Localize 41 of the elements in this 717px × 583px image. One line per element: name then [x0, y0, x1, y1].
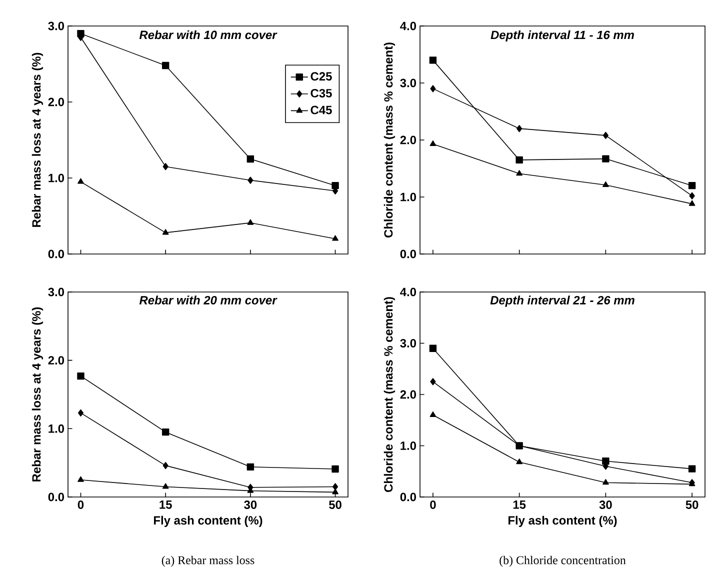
- y-tick-label: 4.0: [400, 288, 416, 296]
- legend-label: C45: [310, 106, 332, 114]
- y-axis-title: Rebar mass loss at 4 years (%): [32, 52, 44, 227]
- text: (a) Rebar mass loss: [162, 556, 254, 567]
- y-tick-label: 2.0: [48, 98, 64, 106]
- x-tick-label: 15: [160, 500, 172, 509]
- x-axis-title: Fly ash content (%): [154, 516, 262, 527]
- y-tick-label: 1.0: [400, 192, 416, 202]
- x-tick-label: 15: [513, 500, 526, 509]
- x-tick-label: 50: [686, 500, 698, 509]
- y-tick-label: 1.0: [48, 174, 64, 182]
- x-tick-label: 0: [78, 500, 84, 509]
- y-tick-label: 0.0: [48, 492, 64, 502]
- x-tick-label: 30: [244, 500, 257, 509]
- y-tick-label: 0.0: [48, 250, 64, 258]
- y-tick-label: 1.0: [48, 424, 64, 433]
- y-axis-title: Chloride content (mass % cement): [384, 297, 396, 492]
- y-axis-title: Rebar mass loss at 4 years (%): [32, 307, 44, 482]
- chart-title: Rebar with 20 mm cover: [139, 296, 278, 304]
- y-tick-label: 4.0: [400, 22, 416, 30]
- chart-title: Depth interval 11 - 16 mm: [490, 30, 634, 42]
- text: (b) Chloride concentration: [500, 556, 626, 567]
- y-tick-label: 2.0: [400, 390, 416, 399]
- legend-label: C35: [310, 88, 332, 98]
- x-tick-label: 50: [329, 500, 342, 509]
- x-tick-label: 30: [599, 500, 612, 509]
- y-tick-label: 2.0: [400, 136, 416, 144]
- legend-label: C25: [310, 72, 332, 81]
- y-tick-label: 0.0: [400, 492, 416, 502]
- y-tick-label: 3.0: [48, 288, 64, 296]
- y-tick-label: 1.0: [400, 442, 416, 450]
- y-tick-label: 2.0: [48, 356, 64, 365]
- y-tick-label: 3.0: [48, 22, 64, 30]
- y-tick-label: 3.0: [400, 78, 416, 88]
- y-tick-label: 3.0: [400, 339, 416, 348]
- x-axis-title: Fly ash content (%): [508, 516, 617, 527]
- y-tick-label: 0.0: [400, 250, 416, 258]
- chart-title: Depth interval 21 - 26 mm: [490, 296, 634, 307]
- y-axis-title: Chloride content (mass % cement): [384, 42, 396, 238]
- chart-title: Rebar with 10 mm cover: [139, 30, 278, 40]
- x-tick-label: 0: [430, 500, 436, 509]
